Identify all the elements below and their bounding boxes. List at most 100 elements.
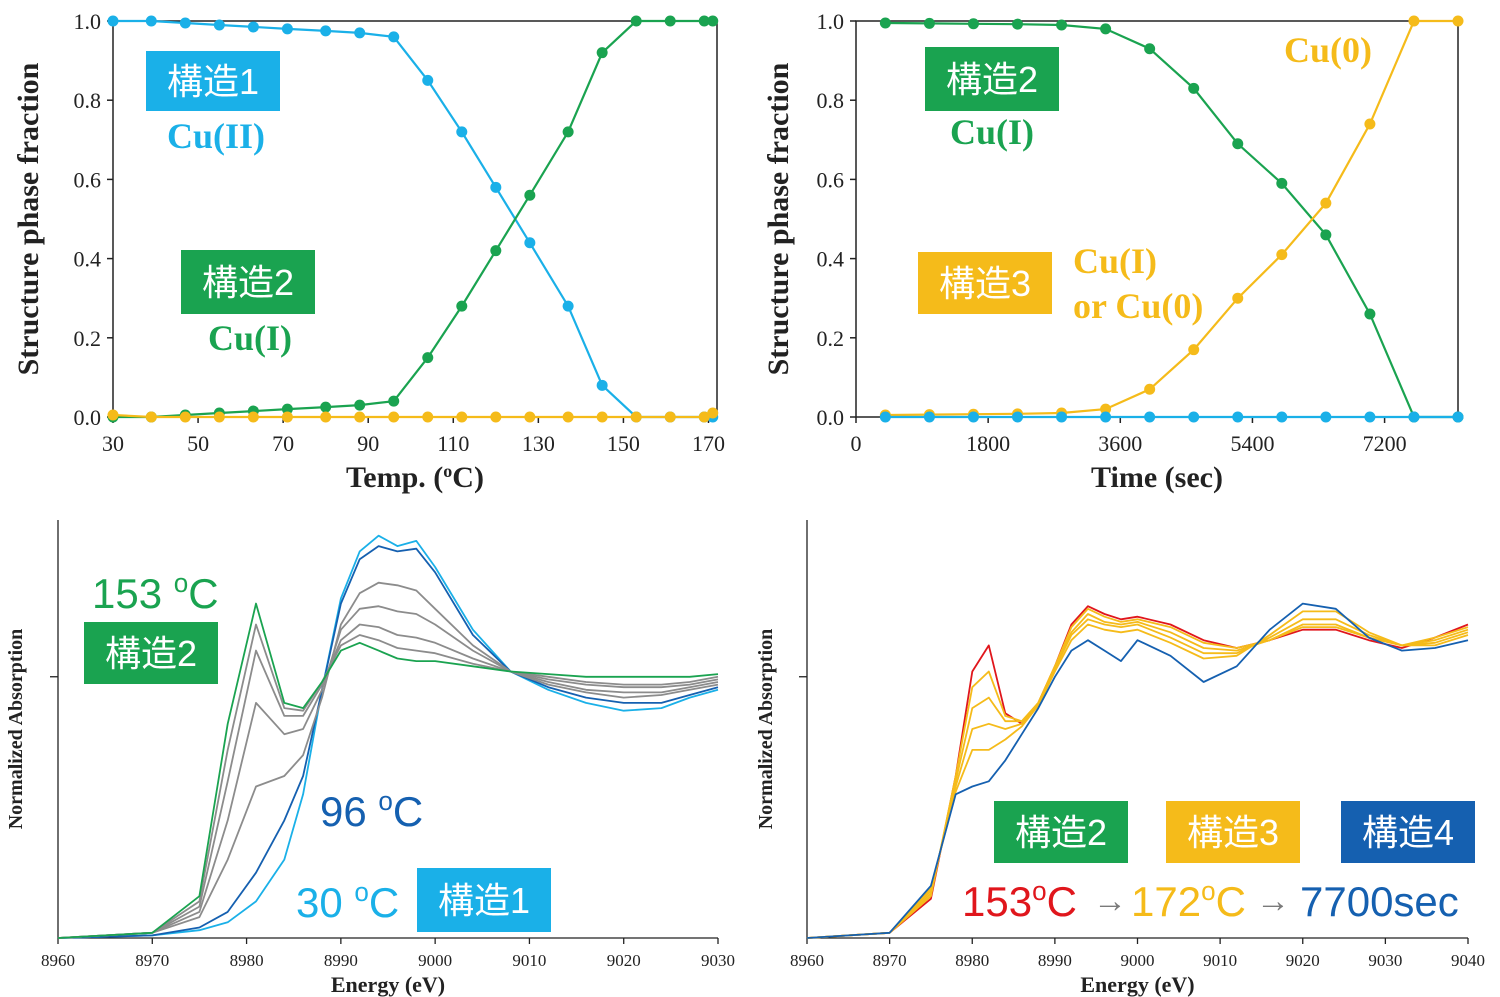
temp-label-153: 153 oC [92,568,219,617]
x-tick-label: 9030 [1368,951,1402,970]
series-point [1100,411,1112,423]
series-point [1012,411,1024,423]
series-point [422,74,434,86]
series-point [707,407,719,419]
series-point [422,352,434,364]
temp-label-153: 153oC [962,876,1077,925]
series-point [456,300,468,312]
x-tick-label: 0 [851,431,862,456]
x-tick-label: 8970 [873,951,907,970]
x-tick-label: 9030 [701,951,735,970]
x-tick-label: 130 [522,431,555,456]
series-point [456,126,468,138]
series-point [562,411,574,423]
y-tick-label: 0.2 [74,326,102,351]
tag-struct3-label: 構造3 [939,263,1031,304]
x-tick-label: 5400 [1230,431,1274,456]
series-point [562,126,574,138]
series-point [422,411,434,423]
y-tick-label: 1.0 [74,9,102,34]
x-tick-label: 8960 [41,951,75,970]
series-point [1232,138,1244,150]
temp-label-96: 96 oC [320,786,423,835]
panel-xanes-temperature: 8960 8970 8980 8990 9000 9010 9020 9030 Energy (… [5,520,735,997]
series-point [213,411,225,423]
series-point [1452,15,1464,27]
tag-struct4-box [1341,801,1475,863]
series-point [596,411,608,423]
tag-struct3-box [918,252,1052,314]
series-point [179,17,191,29]
x-tick-label: 7200 [1363,431,1407,456]
series-point [698,15,710,27]
x-tick-label: 8970 [135,951,169,970]
series-point [1100,403,1112,415]
series-point [524,411,536,423]
series-point [596,379,608,391]
y-tick-label: 0.8 [74,88,102,113]
y-tick-label: 0.6 [74,167,102,192]
tag-struct1-label: 構造1 [438,880,530,921]
series-point [562,300,574,312]
oxidation-label-cu0: Cu(0) [1284,30,1372,70]
spectrum-line [57,534,719,939]
spectrum-line [57,545,719,939]
x-tick-label: 1800 [966,431,1010,456]
panel-time-fraction: 0.0 0.2 0.4 0.6 0.8 1.0 0 1800 3600 5400 7200 Time … [762,9,1464,494]
series-point [179,411,191,423]
spectrum-line [806,602,1469,939]
series-point [247,411,259,423]
spectrum-line [806,610,1469,939]
series-point [1232,411,1244,423]
tag-struct2-box [181,250,315,314]
series-point [1188,344,1200,356]
series-line [885,19,1458,417]
series-point [490,245,502,257]
series-point [388,411,400,423]
series-point [1144,383,1156,395]
series-point [1364,308,1376,320]
x-tick-label: 170 [692,431,725,456]
series-point [247,21,259,33]
x-tick-label: 50 [187,431,209,456]
series-point [664,15,676,27]
series-point [213,19,225,31]
y-axis-label: Structure phase fraction [12,62,45,375]
series-point [1408,15,1420,27]
series-point [1320,229,1332,241]
series-point [698,411,710,423]
x-tick-label: 150 [607,431,640,456]
series-point [1408,411,1420,423]
x-axis-label: Energy (eV) [331,972,445,997]
series-point [1232,292,1244,304]
series-point [1320,411,1332,423]
series-point [107,15,119,27]
oxidation-label-cu1: Cu(I) [1073,241,1157,281]
series-point [1276,177,1288,189]
series-point [490,181,502,193]
tag-struct2-box [994,801,1128,863]
series-point [1276,249,1288,261]
series-point [1056,411,1068,423]
x-tick-label: 8960 [790,951,824,970]
series-point [664,411,676,423]
series-point [320,411,332,423]
oxidation-label-cu1: Cu(I) [950,112,1034,152]
x-axis-label: Time (sec) [1091,461,1223,494]
oxidation-label-cu2: Cu(II) [167,116,265,156]
arrow-icon: → [1093,882,1127,920]
spectrum-line [806,605,1469,939]
y-tick-label: 0.6 [817,167,845,192]
y-tick-label: 0.4 [74,247,102,272]
series-point [320,25,332,37]
series-point [354,411,366,423]
series-point [967,18,979,30]
series-point [281,403,293,415]
series-point [1056,19,1068,31]
tag-struct1-box [417,868,551,932]
series-point [107,409,119,421]
tag-struct2-label: 構造2 [1015,812,1107,853]
x-tick-label: 3600 [1098,431,1142,456]
x-tick-label: 30 [102,431,124,456]
x-tick-label: 90 [357,431,379,456]
